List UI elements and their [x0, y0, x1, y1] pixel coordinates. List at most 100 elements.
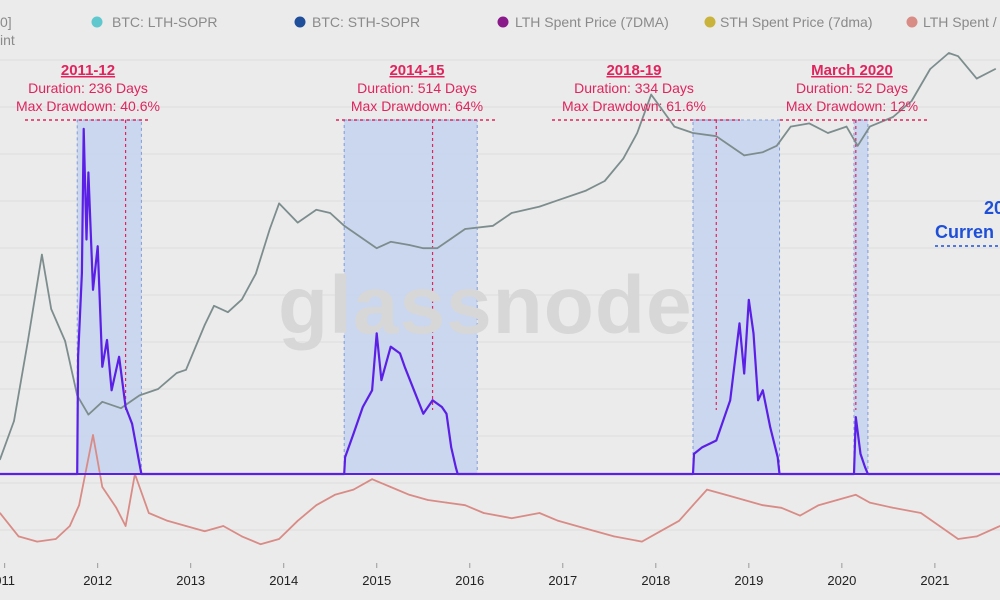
point-price-58 — [929, 68, 932, 70]
x-tick-label-7: 2018 — [641, 573, 670, 588]
point-ratio-5 — [78, 504, 80, 507]
annotation-drawdown: Max Drawdown: 12% — [786, 98, 918, 114]
point-price-60 — [957, 55, 959, 57]
point-price-29 — [422, 247, 425, 249]
annotation-title: 2014-15 — [389, 62, 444, 79]
point-metric-19 — [352, 433, 355, 435]
point-price-15 — [213, 305, 215, 307]
point-ratio-21 — [334, 494, 336, 496]
point-price-2 — [27, 340, 29, 342]
point-price-31 — [450, 237, 452, 240]
annotation-drawdown: Max Drawdown: 64% — [351, 98, 483, 114]
legend-item-2-dot[interactable] — [294, 16, 306, 28]
point-price-62 — [994, 68, 997, 70]
point-price-35 — [538, 205, 541, 208]
point-ratio-44 — [799, 514, 801, 517]
point-price-33 — [492, 225, 494, 227]
point-ratio-35 — [641, 540, 643, 543]
point-price-18 — [255, 273, 257, 275]
point-price-56 — [892, 116, 894, 118]
grid-lines — [0, 59, 1000, 531]
legend-sub-label: int — [0, 32, 15, 48]
x-tick-label-3: 2014 — [269, 573, 298, 588]
legend-item-4-dot[interactable] — [704, 16, 716, 28]
point-price-40 — [636, 132, 639, 134]
point-ratio-8 — [115, 507, 118, 509]
point-price-22 — [315, 209, 318, 211]
point-metric-12 — [118, 355, 120, 358]
current-year-label: 20 — [984, 198, 1000, 218]
point-metric-41 — [738, 322, 741, 325]
point-ratio-34 — [613, 535, 615, 538]
point-metric-20 — [361, 406, 364, 408]
point-metric-5 — [85, 238, 88, 241]
point-price-11 — [157, 388, 159, 390]
point-ratio-4 — [68, 525, 71, 527]
annotation-drawdown: Max Drawdown: 61.6% — [562, 98, 706, 114]
point-ratio-46 — [836, 499, 839, 501]
point-price-27 — [389, 241, 392, 243]
point-metric-27 — [413, 389, 415, 392]
annotation-duration: Duration: 52 Days — [796, 80, 908, 96]
x-tick-label-6: 2017 — [548, 573, 577, 588]
point-price-30 — [436, 247, 439, 249]
point-price-46 — [734, 148, 736, 150]
point-ratio-6 — [92, 434, 94, 436]
point-ratio-16 — [241, 535, 243, 538]
point-price-55 — [868, 125, 871, 128]
point-price-37 — [585, 189, 587, 192]
annotation-drawdown: Max Drawdown: 40.6% — [16, 98, 160, 114]
point-ratio-31 — [538, 512, 541, 514]
point-price-20 — [278, 202, 280, 205]
point-ratio-1 — [17, 535, 20, 538]
point-metric-22 — [375, 332, 378, 335]
legend-item-5-label[interactable]: LTH Spent / — [923, 14, 997, 30]
point-ratio-48 — [868, 501, 871, 504]
point-price-41 — [650, 93, 652, 96]
legend-item-1-label[interactable]: BTC: LTH-SOPR — [112, 14, 218, 30]
x-tick-label-8: 2019 — [734, 573, 763, 588]
point-price-14 — [203, 324, 206, 326]
point-price-4 — [50, 308, 52, 310]
legend: 0] int BTC: LTH-SOPR BTC: STH-SOPR LTH S… — [0, 14, 997, 48]
point-metric-39 — [715, 439, 718, 442]
point-metric-23 — [380, 379, 383, 382]
legend-item-3-label[interactable]: LTH Spent Price (7DMA) — [515, 14, 669, 30]
x-tick-label-4: 2015 — [362, 573, 391, 588]
point-price-23 — [329, 212, 332, 214]
legend-item-2-label[interactable]: BTC: STH-SOPR — [312, 14, 420, 30]
legend-item-4-label[interactable]: STH Spent Price (7dma) — [720, 14, 873, 30]
point-metric-32 — [450, 446, 452, 449]
legend-item-3-dot[interactable] — [497, 16, 509, 28]
point-price-57 — [910, 100, 913, 102]
point-ratio-38 — [692, 504, 694, 507]
point-ratio-40 — [724, 494, 727, 496]
point-price-51 — [808, 122, 811, 125]
point-price-28 — [408, 244, 411, 246]
x-axis: 011 2012 2013 2014 2015 2016 2017 2018 2019 2020 2… — [0, 563, 949, 588]
annotation-duration: Duration: 514 Days — [357, 80, 477, 96]
point-ratio-28 — [464, 504, 466, 507]
point-price-50 — [789, 125, 792, 128]
point-price-26 — [375, 247, 378, 249]
point-price-25 — [361, 237, 364, 240]
point-metric-53 — [864, 466, 866, 469]
x-tick-label-9: 2020 — [827, 573, 856, 588]
point-ratio-19 — [296, 520, 299, 522]
point-ratio-47 — [855, 494, 857, 496]
point-metric-30 — [441, 406, 443, 408]
current-annotation: 20 Curren — [935, 198, 1000, 247]
legend-item-1-dot[interactable] — [91, 16, 103, 28]
point-ratio-11 — [148, 512, 150, 514]
point-price-43 — [673, 125, 676, 128]
point-ratio-20 — [315, 504, 318, 507]
legend-item-5-dot[interactable] — [906, 16, 918, 28]
point-price-36 — [557, 199, 559, 201]
point-metric-38 — [701, 446, 704, 449]
point-metric-46 — [761, 389, 764, 392]
point-metric-42 — [743, 372, 745, 375]
point-price-38 — [603, 180, 606, 182]
point-ratio-15 — [222, 525, 225, 527]
